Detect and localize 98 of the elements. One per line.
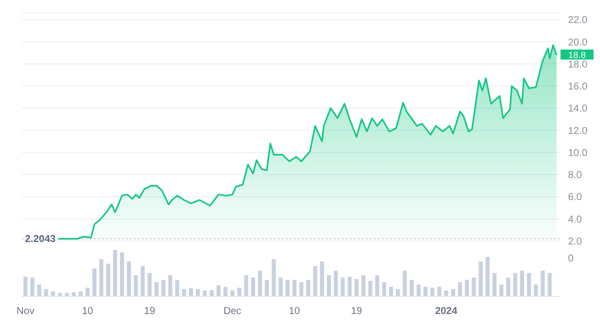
bar [458, 282, 462, 296]
y-tick-label: 20.0 [568, 37, 588, 48]
bar [175, 280, 180, 296]
bar [354, 278, 359, 296]
bar [368, 280, 372, 296]
bar [286, 280, 290, 296]
bar [126, 262, 131, 296]
x-tick-label: 10 [288, 306, 300, 317]
bar [464, 280, 469, 296]
bar [64, 292, 69, 296]
bar [506, 278, 510, 296]
bar [58, 292, 62, 296]
bar [244, 275, 248, 296]
y-tick-label: 4.0 [568, 214, 582, 226]
y-tick-label: 12.0 [568, 126, 588, 137]
bar [548, 273, 552, 296]
x-tick-label: 19 [144, 306, 156, 317]
bar [51, 291, 56, 296]
x-tick-label: Dec [223, 306, 242, 317]
bar [278, 278, 283, 296]
bar [430, 288, 434, 296]
bar [334, 270, 338, 296]
bar [264, 280, 269, 296]
bar [113, 250, 118, 296]
bar [348, 276, 352, 296]
bar [382, 282, 386, 296]
bar [23, 276, 28, 296]
bar [44, 289, 48, 296]
bar [361, 275, 366, 296]
bar [306, 280, 310, 296]
x-tick-label: 2024 [435, 306, 458, 317]
x-tick-label: Nov [16, 306, 34, 317]
bar [78, 291, 83, 296]
bar [499, 284, 504, 296]
bar [326, 275, 331, 296]
bar [437, 286, 442, 296]
bar [92, 268, 96, 296]
bar [375, 275, 380, 296]
bar [540, 270, 545, 296]
annotation: 18.8 [568, 50, 586, 60]
bar [134, 275, 138, 296]
bar [451, 289, 456, 296]
bar [251, 278, 256, 296]
x-tick-label: 19 [350, 306, 363, 317]
bar [340, 278, 345, 296]
bar [148, 273, 152, 296]
bar [216, 285, 221, 296]
bar [223, 286, 228, 296]
bar [237, 288, 242, 296]
bar [272, 259, 276, 296]
bar [230, 290, 234, 296]
bar [292, 280, 296, 296]
bar [154, 282, 158, 296]
y-tick-label: 10.0 [568, 148, 588, 159]
bar [520, 270, 524, 296]
bar [299, 282, 304, 296]
bar [416, 284, 421, 296]
bar [389, 286, 394, 296]
bar [320, 262, 324, 296]
bar [313, 266, 318, 296]
bar [486, 256, 490, 296]
y-tick-label: 16.0 [568, 82, 588, 93]
bar [120, 252, 124, 296]
bar [161, 280, 166, 296]
bar [86, 288, 90, 296]
y-tick-label: 2.0 [568, 236, 582, 248]
bar [534, 284, 538, 296]
bar [492, 273, 496, 296]
bar [140, 266, 145, 296]
bar [472, 278, 476, 296]
bar [444, 290, 448, 296]
bar [478, 262, 483, 296]
bar [106, 264, 110, 296]
bar [99, 259, 104, 296]
bar [196, 289, 200, 296]
bar [396, 289, 400, 296]
y-tick-label: 14.0 [568, 104, 588, 115]
bar [37, 284, 42, 296]
y-tick-label: 18.0 [568, 59, 588, 70]
bar [182, 289, 186, 296]
bar [410, 280, 414, 296]
bar [188, 288, 193, 296]
x-tick-label: 10 [82, 306, 94, 317]
bar [72, 292, 76, 296]
bar [424, 286, 428, 296]
bar [513, 273, 518, 296]
bar [210, 290, 214, 296]
bar [202, 290, 207, 296]
ref-line-label: 2.2043 [25, 234, 56, 246]
bar [258, 270, 262, 296]
bar [168, 275, 172, 296]
y-tick-label: 8.0 [568, 170, 582, 182]
bar [402, 270, 407, 296]
bar [526, 273, 531, 296]
y-tick-label: 22.0 [568, 15, 588, 26]
y-tick-label: 6.0 [568, 192, 582, 204]
bar [30, 278, 34, 296]
text: 0 [568, 254, 574, 264]
